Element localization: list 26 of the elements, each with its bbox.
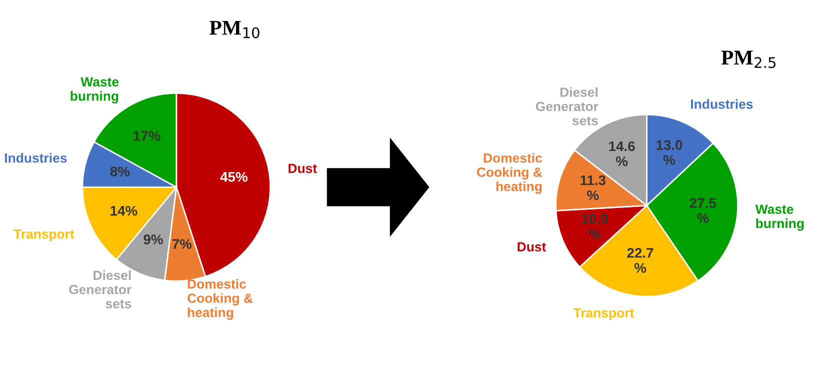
chart-title: PM$_{2.5}$ [721,50,776,68]
data-label: 22.7 % [627,248,654,273]
data-label: 13.0 % [656,140,682,165]
slice-label: Dust [288,164,317,174]
slice-label: Waste burning [755,204,804,231]
data-label: 7% [172,239,192,249]
data-label: 8% [110,166,130,176]
data-label: 14% [110,206,138,216]
data-label: 17% [134,130,160,141]
data-label: 10.9 % [582,214,608,239]
slice-label: Domestic Cooking & heating [476,152,542,194]
slice-label: Diesel Generator sets [69,270,132,308]
slice-label: Transport [573,308,634,320]
chart-title: PM$_{10}$ [210,21,260,38]
data-label: 45% [220,172,248,182]
slice-label: Dust [518,242,546,252]
slice-label: Transport [14,230,74,242]
slice-label: Waste burning [70,77,119,104]
slice-label: Domestic Cooking & heating [188,278,253,320]
data-label: 14.6 % [609,141,635,166]
data-label: 11.3 % [580,175,606,200]
slice-label: Industries [691,99,753,109]
data-label: 9% [144,234,163,244]
slice-label: Diesel Generator sets [536,87,598,126]
slice-label: Industries [5,152,67,163]
data-label: 27.5 % [690,198,716,223]
